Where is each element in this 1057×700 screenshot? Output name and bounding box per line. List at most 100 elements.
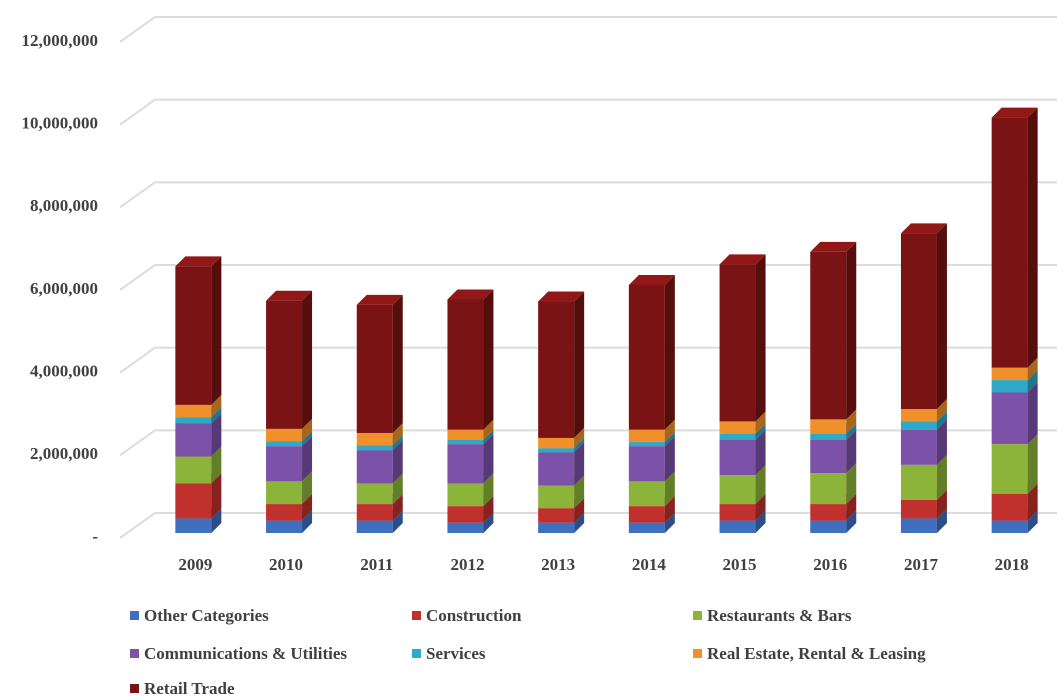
- bar-front: [356, 432, 393, 446]
- bar-front: [356, 450, 393, 484]
- bar-front: [538, 301, 575, 438]
- x-tick-label: 2010: [269, 555, 303, 574]
- y-tick-label: -: [92, 527, 98, 546]
- legend-label: Retail Trade: [144, 679, 235, 698]
- bar-side: [302, 510, 313, 533]
- legend-swatch: [130, 611, 139, 620]
- bar-side: [664, 471, 675, 507]
- bar-front: [991, 444, 1028, 494]
- bar-front: [447, 440, 484, 445]
- bar-top: [447, 289, 494, 300]
- x-tick-label: 2016: [813, 555, 847, 574]
- x-tick-label: 2015: [723, 555, 757, 574]
- bar-side: [483, 512, 494, 533]
- bar-side: [846, 463, 857, 505]
- bar-front: [810, 419, 847, 434]
- y-tick-label: 12,000,000: [22, 31, 99, 50]
- bar-side: [1027, 510, 1038, 533]
- bar-top: [266, 290, 313, 301]
- bar-front: [175, 518, 212, 533]
- bar-front: [719, 440, 756, 476]
- bar-side: [302, 418, 313, 442]
- bar-side: [392, 473, 403, 505]
- bar-side: [392, 422, 403, 446]
- legend-label: Restaurants & Bars: [707, 606, 852, 625]
- bar-front: [991, 493, 1028, 521]
- bar-front: [538, 508, 575, 523]
- bar-side: [755, 254, 766, 422]
- y-tick-label: 2,000,000: [30, 444, 98, 463]
- legend-swatch: [693, 611, 702, 620]
- bar-side: [302, 471, 313, 505]
- bar-side: [1027, 107, 1038, 368]
- bar-front: [991, 117, 1028, 368]
- bar-top: [356, 294, 403, 305]
- bar-side: [302, 431, 313, 447]
- bar-front: [628, 522, 665, 533]
- bar-side: [664, 275, 675, 430]
- bar-front: [356, 304, 393, 433]
- bar-side: [392, 435, 403, 451]
- y-tick-label: 10,000,000: [22, 114, 99, 133]
- bar-front: [628, 429, 665, 443]
- bar-front: [628, 442, 665, 447]
- bar-front: [900, 518, 937, 533]
- bar-top: [719, 254, 766, 265]
- bar-side: [755, 510, 766, 533]
- bar-front: [175, 404, 212, 418]
- bar-front: [175, 456, 212, 484]
- bar-side: [392, 440, 403, 484]
- bar-side: [936, 223, 947, 409]
- bar-side: [483, 289, 494, 430]
- bar-front: [266, 520, 303, 533]
- bar-front: [628, 285, 665, 430]
- bar-front: [900, 421, 937, 430]
- bar-segment: [991, 107, 1038, 368]
- bar-front: [447, 522, 484, 533]
- bar-top: [628, 275, 675, 285]
- bar-side: [936, 508, 947, 533]
- bar-front: [719, 475, 756, 505]
- bar-side: [211, 256, 222, 405]
- bar-segment: [810, 241, 857, 420]
- bar-side: [483, 419, 494, 440]
- bar-front: [356, 520, 393, 533]
- legend-label: Real Estate, Rental & Leasing: [707, 644, 926, 663]
- bar-side: [664, 496, 675, 523]
- bar-front: [266, 300, 303, 429]
- bar-front: [447, 444, 484, 484]
- bar-side: [211, 407, 222, 424]
- bar-side: [936, 399, 947, 422]
- grid-line: [119, 181, 1057, 209]
- bar-side: [846, 423, 857, 440]
- bar-side: [392, 510, 403, 533]
- bar-side: [664, 436, 675, 482]
- bar-side: [574, 442, 585, 486]
- bar-front: [447, 299, 484, 430]
- bar-side: [574, 512, 585, 533]
- bar-side: [1027, 434, 1038, 494]
- bar-side: [211, 508, 222, 533]
- bar-front: [538, 522, 575, 533]
- bar-front: [175, 266, 212, 405]
- grid-line: [119, 98, 1057, 126]
- legend-swatch: [412, 649, 421, 658]
- bar-top: [810, 241, 857, 252]
- bar-front: [719, 421, 756, 434]
- x-tick-label: 2012: [450, 555, 484, 574]
- bar-front: [719, 504, 756, 521]
- x-tick-label: 2018: [995, 555, 1029, 574]
- bar-segment: [266, 290, 313, 429]
- bar-side: [936, 454, 947, 500]
- bar-side: [483, 496, 494, 523]
- bar-front: [900, 499, 937, 519]
- y-tick-label: 8,000,000: [30, 196, 98, 215]
- bar-side: [483, 430, 494, 445]
- bar-front: [175, 423, 212, 457]
- bar-front: [447, 506, 484, 523]
- bar-side: [574, 291, 585, 438]
- bar-side: [936, 419, 947, 465]
- bar-front: [628, 446, 665, 482]
- bar-side: [1027, 483, 1038, 521]
